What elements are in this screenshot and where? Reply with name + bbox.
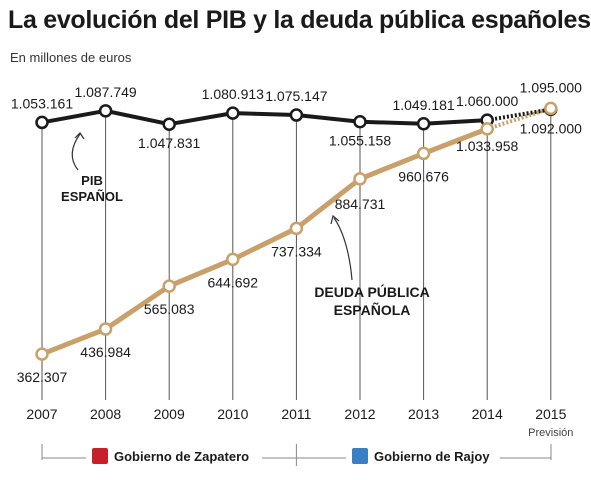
data-label: 1.080.913 xyxy=(202,86,264,102)
series-forecast-line-0 xyxy=(486,107,552,123)
data-point xyxy=(480,122,494,136)
x-tick-label: 2008 xyxy=(90,406,121,422)
data-label: 1.033.958 xyxy=(456,138,518,154)
data-point xyxy=(162,117,176,131)
data-label: 737.334 xyxy=(271,243,322,259)
x-tick-label: 2009 xyxy=(154,406,185,422)
data-label: 884.731 xyxy=(335,196,386,212)
data-label: 1.060.000 xyxy=(456,93,518,109)
data-point xyxy=(98,104,113,118)
data-label: 1.075.147 xyxy=(265,88,327,104)
data-point xyxy=(98,322,113,336)
data-point xyxy=(544,101,558,116)
data-point xyxy=(35,347,49,361)
data-point xyxy=(162,279,176,293)
data-label: 1.053.161 xyxy=(11,95,73,111)
x-tick-label: 2012 xyxy=(344,406,375,422)
data-point xyxy=(353,114,367,129)
data-point xyxy=(226,252,240,267)
series-line-1 xyxy=(41,126,489,357)
chart-subtitle: En millones de euros xyxy=(10,50,132,65)
chart-title: La evolución del PIB y la deuda pública … xyxy=(8,6,591,34)
data-point xyxy=(226,106,240,120)
data-point xyxy=(35,115,49,130)
pp-logo-icon xyxy=(352,448,368,464)
data-label: 644.692 xyxy=(207,274,258,290)
x-tick-label: 2014 xyxy=(472,406,503,422)
psoe-logo-icon xyxy=(92,448,108,464)
data-point xyxy=(289,108,304,122)
annotation-pib-arrowhead xyxy=(74,132,85,140)
data-label: 1.095.000 xyxy=(520,79,582,95)
x-tick-label: 2011 xyxy=(281,406,311,422)
annotation-pib-line2: ESPAÑOL xyxy=(61,189,123,204)
government-rajoy-label: Gobierno de Rajoy xyxy=(374,448,490,464)
data-label: 960.676 xyxy=(398,168,449,184)
annotation-debt-line2: ESPAÑOLA xyxy=(334,301,411,318)
data-label: 1.055.158 xyxy=(329,133,391,149)
government-zapatero-label: Gobierno de Zapatero xyxy=(114,448,250,464)
data-point xyxy=(416,146,431,161)
data-label: 436.984 xyxy=(80,344,131,360)
government-rajoy: Gobierno de Rajoy xyxy=(352,448,490,464)
data-label: 1.049.181 xyxy=(392,97,454,113)
annotation-pib-arrow xyxy=(71,133,81,171)
annotation-debt-arrowhead xyxy=(330,214,340,225)
annotation-pib-line1: PIB xyxy=(81,173,103,188)
data-label: 1.047.831 xyxy=(138,135,200,151)
x-tick-label: 2015 xyxy=(535,406,566,422)
x-tick-sublabel: Previsión xyxy=(528,427,573,439)
annotation-debt-line1: DEUDA PÚBLICA xyxy=(314,283,429,300)
data-point xyxy=(289,221,304,236)
data-label: 362.307 xyxy=(17,369,68,385)
data-point xyxy=(416,117,431,131)
data-label: 1.092.000 xyxy=(520,120,582,136)
government-zapatero: Gobierno de Zapatero xyxy=(92,448,249,464)
series-line-0 xyxy=(41,108,488,127)
annotation-debt-arrow xyxy=(333,217,353,281)
x-tick-label: 2013 xyxy=(408,406,439,422)
x-tick-label: 2007 xyxy=(26,406,57,422)
data-label: 1.087.749 xyxy=(74,84,136,100)
x-tick-label: 2010 xyxy=(217,406,248,422)
data-label: 565.083 xyxy=(144,301,195,317)
series-forecast-line-1 xyxy=(486,106,552,131)
data-point xyxy=(353,172,367,186)
